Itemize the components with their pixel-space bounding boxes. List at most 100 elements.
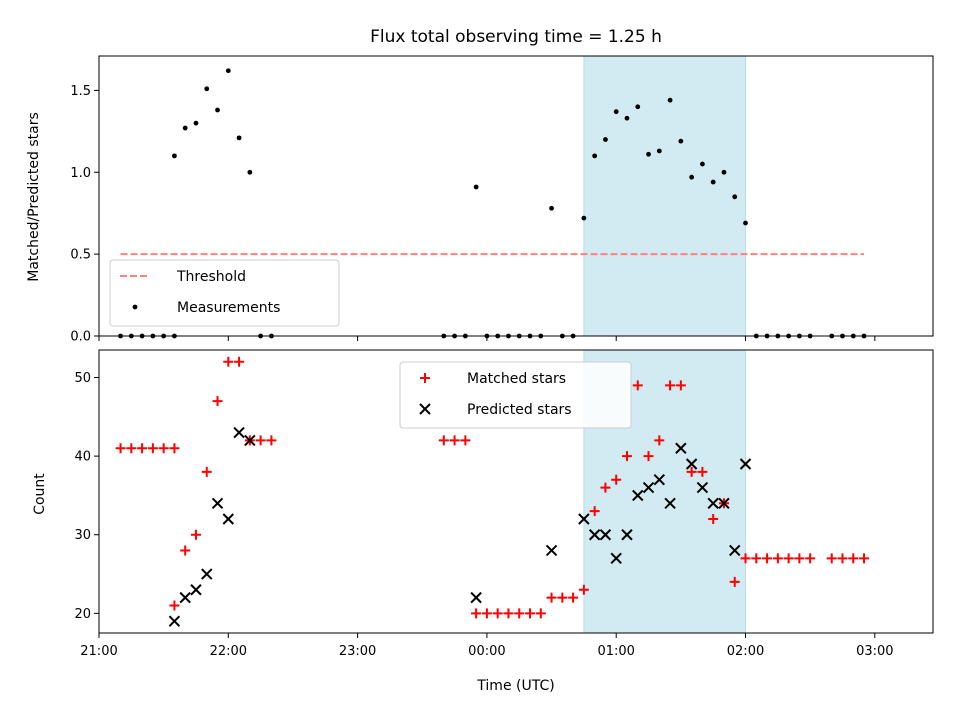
data-point xyxy=(233,426,245,439)
legend-swatch xyxy=(419,403,431,415)
data-point xyxy=(549,205,554,211)
data-point xyxy=(603,137,608,142)
y-tick-label: 1.0 xyxy=(70,166,91,181)
shaded-region xyxy=(583,55,747,337)
legend-frame xyxy=(109,259,340,327)
data-point xyxy=(611,474,622,485)
count-panel: 20 30 40 50 21:00 22:00 23:00 00:00 01:00 02:00 03… xyxy=(74,349,934,659)
data-point xyxy=(610,552,622,565)
data-point xyxy=(859,553,870,564)
axes-frame xyxy=(98,349,934,634)
data-point xyxy=(783,553,794,564)
data-point xyxy=(438,435,449,446)
data-point xyxy=(729,576,740,587)
data-point xyxy=(182,125,188,131)
data-point xyxy=(718,497,730,509)
data-point xyxy=(635,104,641,110)
data-point xyxy=(729,544,741,557)
data-point xyxy=(848,553,859,564)
data-point xyxy=(632,489,644,502)
data-point xyxy=(470,591,482,604)
data-point xyxy=(665,380,676,391)
data-point xyxy=(686,466,697,477)
data-point xyxy=(126,443,137,454)
data-point xyxy=(656,148,662,154)
data-point xyxy=(168,615,181,627)
x-tick-label: 02:00 xyxy=(727,644,764,659)
data-point xyxy=(449,435,460,446)
data-point xyxy=(826,553,837,564)
x-tick-label: 03:00 xyxy=(856,644,893,659)
data-point xyxy=(215,107,220,113)
data-point xyxy=(740,553,751,564)
chart-title: Flux total observing time = 1.25 h xyxy=(370,27,662,47)
data-point xyxy=(204,86,210,92)
data-point xyxy=(643,451,654,462)
data-point xyxy=(211,497,224,509)
data-point xyxy=(193,120,199,126)
data-point xyxy=(147,443,158,454)
data-point xyxy=(492,608,503,619)
data-point xyxy=(613,109,619,115)
data-point xyxy=(700,161,705,167)
legend-frame xyxy=(399,361,632,429)
data-point xyxy=(115,443,126,454)
data-point xyxy=(514,608,525,619)
data-point xyxy=(545,544,558,557)
data-point xyxy=(581,215,587,221)
data-point xyxy=(190,584,202,596)
data-point xyxy=(212,396,223,407)
data-point xyxy=(578,513,590,525)
data-point xyxy=(158,443,169,454)
data-point xyxy=(654,435,665,446)
x-axis-label: Time (UTC) xyxy=(476,678,554,694)
x-tick-label: 21:00 xyxy=(80,644,117,659)
data-point xyxy=(266,435,277,446)
data-point xyxy=(689,174,695,180)
data-point xyxy=(600,482,611,493)
data-point xyxy=(201,568,213,580)
data-point xyxy=(255,435,266,446)
data-point xyxy=(223,356,234,367)
data-point xyxy=(179,591,191,604)
y-tick-label: 0.5 xyxy=(70,248,91,263)
x-tick-label: 23:00 xyxy=(339,644,376,659)
data-point xyxy=(525,608,536,619)
data-point xyxy=(721,169,727,175)
data-point xyxy=(568,592,579,603)
data-point xyxy=(710,179,716,185)
data-point xyxy=(169,600,180,611)
data-point xyxy=(201,466,212,477)
data-point xyxy=(696,481,709,494)
data-point xyxy=(236,135,242,141)
data-point xyxy=(234,356,245,367)
data-point xyxy=(707,497,719,509)
axes-frame xyxy=(98,55,934,337)
data-point xyxy=(653,474,666,486)
data-point xyxy=(732,194,738,200)
x-tick-label: 22:00 xyxy=(210,644,247,659)
data-point xyxy=(642,481,655,494)
legend: Threshold Measurements xyxy=(109,259,340,327)
ratio-y-axis-label: Matched/Predicted stars xyxy=(26,112,42,282)
data-point xyxy=(675,380,686,391)
data-point xyxy=(794,553,805,564)
data-point xyxy=(646,151,651,157)
data-point xyxy=(624,115,630,121)
data-point xyxy=(578,584,589,595)
data-point xyxy=(675,442,687,454)
legend-label: Predicted stars xyxy=(467,402,572,418)
data-point xyxy=(762,553,773,564)
legend-swatch xyxy=(132,304,138,310)
data-point xyxy=(535,608,546,619)
legend-label: Threshold xyxy=(176,269,246,285)
data-point xyxy=(708,514,719,525)
data-point xyxy=(837,553,848,564)
count-y-axis-label: Count xyxy=(32,473,48,515)
legend: Matched stars Predicted stars xyxy=(399,361,632,429)
data-point xyxy=(805,553,816,564)
y-tick-label: 50 xyxy=(74,371,91,386)
ratio-panel: 0.0 0.5 1.0 1.5 Threshold Measurements xyxy=(70,55,934,345)
data-point xyxy=(751,553,762,564)
data-point xyxy=(190,529,201,540)
